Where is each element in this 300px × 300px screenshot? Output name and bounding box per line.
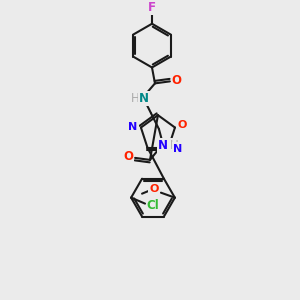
Text: N: N [128, 122, 138, 131]
Text: Cl: Cl [147, 199, 159, 212]
Text: O: O [172, 74, 182, 87]
Text: O: O [149, 184, 159, 194]
Text: H: H [169, 140, 178, 152]
Text: O: O [123, 150, 133, 164]
Text: N: N [158, 140, 168, 152]
Text: F: F [148, 1, 156, 14]
Text: N: N [139, 92, 149, 105]
Text: H: H [131, 92, 140, 105]
Text: O: O [177, 119, 187, 130]
Text: N: N [173, 143, 182, 154]
